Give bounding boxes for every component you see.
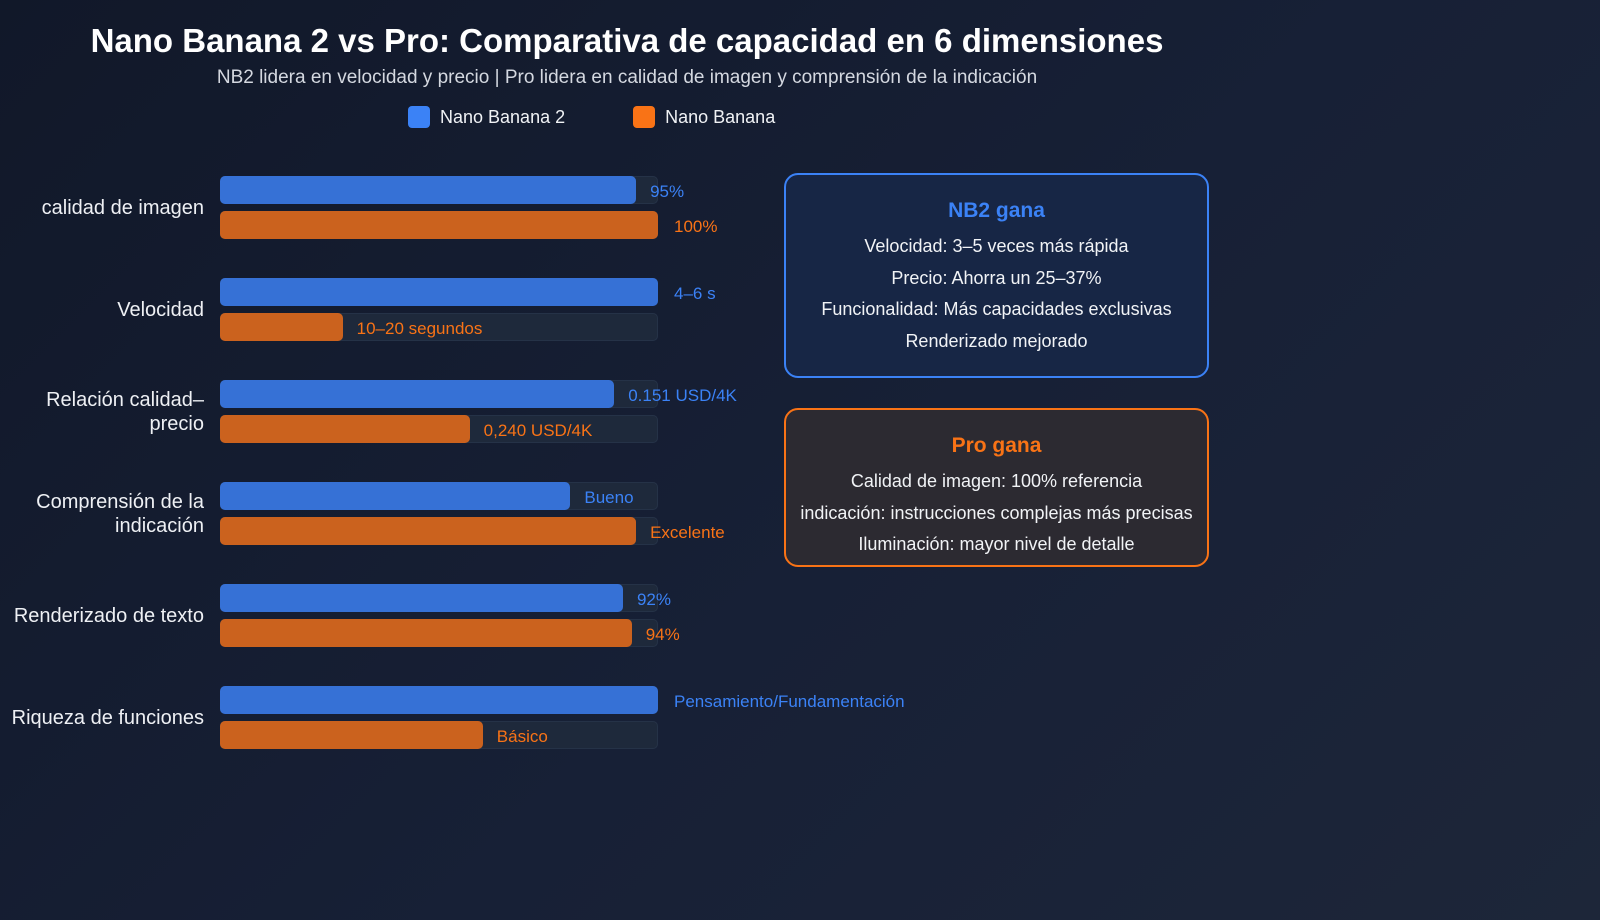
category-label: Velocidad — [117, 298, 204, 321]
bar-nano-banana-2 — [220, 482, 571, 510]
nb2-wins-panel: NB2 gana Velocidad: 3–5 veces más rápida… — [784, 173, 1209, 378]
panel-line: Iluminación: mayor nivel de detalle — [858, 534, 1135, 554]
data-label: Bueno — [584, 488, 634, 507]
data-label: 92% — [636, 590, 671, 609]
bar-nano-banana — [220, 313, 343, 341]
legend-item-nano-banana-2: Nano Banana 2 — [408, 106, 565, 128]
bar-nano-banana — [220, 415, 470, 443]
bar-nano-banana-2 — [220, 380, 615, 408]
category-label: Comprensión de la indicación — [36, 490, 204, 537]
data-label: Básico — [496, 727, 548, 746]
data-label: Pensamiento/Fundamentación — [674, 692, 905, 711]
category-label: calidad de imagen — [41, 196, 204, 219]
panel-line: Calidad de imagen: 100% referencia — [850, 471, 1143, 491]
legend: Nano Banana 2 Nano Banana — [408, 106, 775, 128]
data-label: 4–6 s — [674, 284, 716, 303]
panel-title: Pro gana — [951, 434, 1042, 457]
panel-line: Precio: Ahorra un 25–37% — [891, 267, 1102, 288]
panel-line: Velocidad: 3–5 veces más rápida — [864, 236, 1129, 256]
bar-nano-banana-2 — [220, 584, 623, 612]
data-label: 0.151 USD/4K — [628, 386, 737, 405]
legend-item-nano-banana: Nano Banana — [633, 106, 775, 128]
bar-chart: calidad de imagen 95% 100% Velocidad 4–6 s 10… — [11, 176, 905, 749]
bar-nano-banana-2 — [220, 176, 637, 204]
bar-nano-banana — [220, 721, 483, 749]
category-label: Renderizado de texto — [13, 604, 204, 627]
legend-swatch-blue — [408, 106, 430, 128]
panel-line: Funcionalidad: Más capacidades exclusiva… — [821, 299, 1172, 319]
data-label: 10–20 segundos — [356, 319, 483, 338]
panel-line: indicación: instrucciones complejas más … — [800, 502, 1193, 523]
legend-swatch-orange — [633, 106, 656, 128]
category-label: Relación calidad–precio — [46, 388, 204, 435]
data-label: Excelente — [650, 523, 725, 542]
data-label: 0,240 USD/4K — [483, 421, 593, 440]
data-label: 100% — [674, 217, 718, 236]
data-label: 95% — [650, 182, 685, 201]
panel-line: Renderizado mejorado — [905, 330, 1088, 351]
panel-title: NB2 gana — [948, 199, 1045, 222]
chart-subtitle: NB2 lidera en velocidad y precio | Pro l… — [216, 67, 1038, 88]
bar-nano-banana — [220, 619, 632, 647]
category-label: Riqueza de funciones — [11, 706, 204, 729]
data-label: 94% — [645, 625, 680, 644]
chart-title: Nano Banana 2 vs Pro: Comparativa de cap… — [90, 22, 1164, 59]
bar-nano-banana-2 — [220, 686, 658, 714]
bar-nano-banana — [220, 517, 637, 545]
bar-nano-banana — [220, 211, 658, 239]
legend-label: Nano Banana 2 — [440, 106, 566, 127]
legend-label: Nano Banana — [665, 106, 776, 127]
bar-nano-banana-2 — [220, 278, 658, 306]
pro-wins-panel: Pro gana Calidad de imagen: 100% referen… — [784, 408, 1209, 567]
